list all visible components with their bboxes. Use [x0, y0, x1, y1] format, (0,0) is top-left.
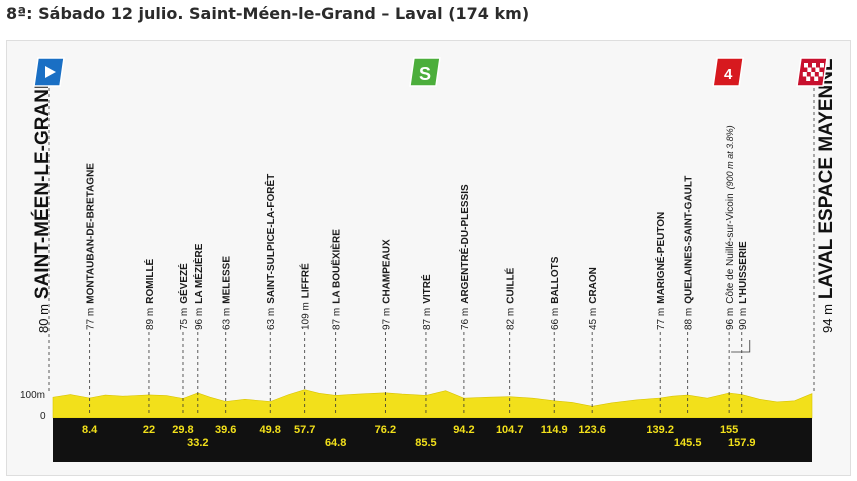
waypoint-altitude: 87 m — [332, 308, 343, 330]
km-marker-label: 155 — [720, 424, 738, 436]
waypoint-altitude: 96 m — [725, 308, 736, 330]
waypoint-label: 97 m CHAMPEAUX — [381, 239, 392, 330]
waypoint-name: ROMILLÉ — [143, 258, 156, 303]
km-marker-label: 22 — [143, 424, 155, 436]
waypoint-label: 96 m Côte de Nuillé-sur-Vicoin (900 m at 3… — [725, 125, 736, 330]
waypoint-label: 77 m MARIGNÉ-PEUTON — [654, 212, 667, 330]
start-label: 80 m SAINT-MÉEN-LE-GRAND — [31, 75, 53, 333]
waypoint-label: 90 m L'HUISSERIE — [738, 241, 749, 330]
waypoint-label: 82 m CUILLÉ — [504, 267, 517, 330]
climb-category-icon: 4 — [712, 57, 744, 87]
waypoint-name: L'HUISSERIE — [738, 241, 749, 304]
km-marker-label: 94.2 — [453, 424, 474, 436]
finish-label: 94 m LAVAL ESPACE MAYENNE — [816, 58, 837, 333]
waypoint-label: 89 m ROMILLÉ — [143, 258, 156, 330]
start-label-name: SAINT-MÉEN-LE-GRAND — [31, 75, 53, 299]
waypoint-name: GÉVEZÉ — [177, 263, 190, 304]
waypoint-name: MELESSE — [222, 256, 233, 304]
waypoint-label: 75 m GÉVEZÉ — [177, 263, 190, 330]
km-marker-label: 57.7 — [294, 424, 315, 436]
waypoint-label: 66 m BALLOTS — [550, 256, 561, 330]
waypoint-altitude: 76 m — [460, 308, 471, 330]
km-marker-label: 8.4 — [82, 424, 98, 436]
km-marker-label: 49.8 — [260, 424, 281, 436]
y-tick-label-100: 100m — [20, 390, 45, 401]
start-label-altitude: 80 m — [36, 304, 51, 333]
distance-band — [53, 418, 812, 462]
huisserie-connector — [731, 340, 751, 353]
waypoint-altitude: 75 m — [179, 308, 190, 330]
svg-text:S: S — [419, 64, 431, 84]
waypoint-altitude: 77 m — [656, 308, 667, 330]
waypoint-altitude: 63 m — [222, 308, 233, 330]
waypoint-label: 63 m SAINT-SULPICE-LA-FORÊT — [264, 174, 277, 330]
km-marker-label: 33.2 — [187, 437, 208, 449]
waypoint-name: MARIGNÉ-PEUTON — [654, 212, 667, 304]
waypoint-altitude: 88 m — [684, 308, 695, 330]
climb-category-label: 4 — [724, 66, 733, 83]
waypoint-altitude: 89 m — [145, 308, 156, 330]
waypoint-name: CUILLÉ — [504, 267, 517, 303]
waypoint-label: 87 m LA BOUËXIÈRE — [330, 229, 343, 330]
waypoint-altitude: 109 m — [301, 302, 312, 330]
waypoint-label: 63 m MELESSE — [222, 256, 233, 330]
km-marker-label: 104.7 — [496, 424, 524, 436]
waypoint-name: ARGENTRÉ-DU-PLESSIS — [458, 184, 471, 304]
waypoint-name: LIFFRÉ — [299, 263, 312, 298]
waypoint-label: 45 m CRAON — [588, 267, 599, 330]
waypoint-altitude: 90 m — [738, 308, 749, 330]
waypoint-label: 87 m VITRÉ — [420, 274, 433, 330]
waypoint-name: SAINT-SULPICE-LA-FORÊT — [264, 174, 277, 304]
sprint-icon: S — [409, 57, 441, 87]
km-marker-label: 114.9 — [541, 424, 568, 436]
waypoint-name: MONTAUBAN-DE-BRETAGNE — [86, 163, 97, 304]
finish-label-altitude: 94 m — [820, 304, 835, 333]
km-marker-label: 39.6 — [215, 424, 236, 436]
waypoint-label: 88 m QUELAINES-SAINT-GAULT — [684, 176, 695, 330]
start-flag-icon — [33, 57, 65, 87]
waypoint-label: 76 m ARGENTRÉ-DU-PLESSIS — [458, 184, 471, 330]
y-tick-label-0: 0 — [40, 411, 46, 422]
waypoint-name: VITRÉ — [420, 274, 433, 304]
page-title: 8ª: Sábado 12 julio. Saint-Méen-le-Grand… — [6, 4, 530, 23]
km-marker-label: 145.5 — [674, 437, 702, 449]
waypoint-altitude: 77 m — [86, 308, 97, 330]
waypoint-label: 96 m LA MÉZIÈRE — [192, 243, 205, 330]
waypoint-altitude: 96 m — [194, 308, 205, 330]
waypoint-altitude: 66 m — [550, 308, 561, 330]
km-marker-label: 123.6 — [578, 424, 606, 436]
waypoint-altitude: 97 m — [381, 308, 392, 330]
waypoint-name: LA MÉZIÈRE — [192, 243, 205, 304]
waypoint-altitude: 87 m — [422, 308, 433, 330]
waypoint-name: Côte de Nuillé-sur-Vicoin — [725, 193, 736, 303]
waypoint-name: QUELAINES-SAINT-GAULT — [684, 176, 695, 304]
waypoint-label: 77 m MONTAUBAN-DE-BRETAGNE — [86, 163, 97, 330]
waypoint-note: (900 m at 3.8%) — [725, 125, 735, 189]
terrain-area — [52, 389, 813, 419]
waypoint-label: 109 m LIFFRÉ — [299, 263, 312, 330]
waypoint-name: LA BOUËXIÈRE — [330, 229, 343, 304]
waypoint-name: CRAON — [588, 267, 599, 304]
waypoint-altitude: 63 m — [266, 308, 277, 330]
km-marker-label: 76.2 — [375, 424, 396, 436]
km-marker-label: 64.8 — [325, 437, 346, 449]
km-marker-label: 139.2 — [646, 424, 674, 436]
km-marker-label: 29.8 — [172, 424, 193, 436]
waypoint-name: BALLOTS — [550, 256, 561, 304]
finish-label-name: LAVAL ESPACE MAYENNE — [816, 58, 837, 299]
km-marker-label: 157.9 — [728, 437, 756, 449]
waypoint-altitude: 82 m — [506, 308, 517, 330]
waypoint-altitude: 45 m — [588, 308, 599, 330]
waypoint-name: CHAMPEAUX — [381, 239, 392, 304]
finish-flag-icon — [796, 57, 828, 87]
km-marker-label: 85.5 — [415, 437, 436, 449]
